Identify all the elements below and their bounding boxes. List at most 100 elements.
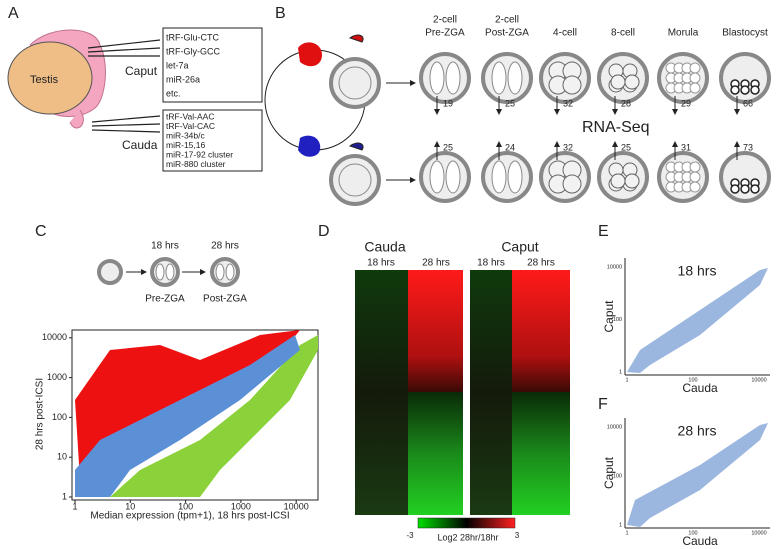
- blastomere: [429, 61, 445, 95]
- stage-label: 8-cell: [611, 28, 635, 39]
- inner-cell: [740, 85, 750, 95]
- y-tick-label: 1: [619, 522, 622, 528]
- blastomere: [689, 161, 701, 173]
- group-label: Caput: [501, 239, 538, 255]
- stage-label: 2-cell: [433, 15, 457, 26]
- y-tick-label: 100: [52, 412, 67, 422]
- blastomere: [445, 160, 461, 194]
- rna-item: etc.: [166, 88, 181, 98]
- y-tick-label: 1000: [47, 372, 67, 382]
- time-label: 18 hrs: [151, 241, 179, 252]
- y-tick-label: 100: [613, 473, 622, 479]
- stage-label: Post-ZGA: [203, 294, 247, 305]
- rna-item: miR-17-92 cluster: [166, 149, 233, 159]
- blastomere: [507, 160, 523, 194]
- scatter-c: [71, 329, 319, 501]
- count-label: 28: [621, 98, 631, 108]
- fertilization-drawing: [264, 34, 416, 206]
- organ-label: Testis: [30, 74, 59, 86]
- blastomere: [562, 75, 582, 95]
- blastomere: [491, 160, 507, 194]
- count-label: 32: [563, 142, 573, 152]
- x-tick-label: 10000: [751, 377, 766, 383]
- x-tick-label: 100: [178, 501, 193, 511]
- blastomere: [610, 74, 626, 90]
- inner-cell: [740, 184, 750, 194]
- count-label: 29: [681, 98, 691, 108]
- x-tick-label: 1000: [231, 501, 251, 511]
- blastomere: [689, 181, 701, 193]
- blastomere: [429, 160, 445, 194]
- inner-cell: [730, 85, 740, 95]
- count-label: 24: [505, 142, 515, 152]
- time-label: 18 hrs: [477, 258, 505, 269]
- panel-letter: F: [598, 396, 608, 413]
- labels: A B C D E F Testis Caput Cauda tRF-Glu-CTC tRF-Gly…: [8, 5, 768, 548]
- count-label: 25: [621, 142, 631, 152]
- inner-cell: [750, 85, 760, 95]
- x-axis-label: Cauda: [682, 534, 718, 548]
- stage-label: Pre-ZGA: [145, 294, 185, 305]
- count-label: 66: [743, 98, 753, 108]
- blastomere: [689, 62, 701, 74]
- x-tick-label: 10000: [751, 530, 766, 536]
- blastomere: [507, 61, 523, 95]
- stage-label: 4-cell: [553, 28, 577, 39]
- count-label: 25: [505, 98, 515, 108]
- rna-item: miR-15,16: [166, 140, 205, 150]
- embryo: [419, 151, 471, 203]
- region-label: Cauda: [122, 138, 158, 152]
- y-tick-label: 10: [57, 452, 67, 462]
- inner-cell: [750, 184, 760, 194]
- method-label: RNA-Seq: [582, 119, 650, 136]
- x-axis-label: Median expression (tpm+1), 18 hrs post-I…: [90, 511, 289, 522]
- x-tick-label: 1: [72, 501, 77, 511]
- panel-letter: B: [275, 5, 286, 22]
- panel-letter: D: [318, 223, 330, 240]
- rna-item: tRF-Glu-CTC: [166, 32, 219, 42]
- count-label: 31: [681, 142, 691, 152]
- panel-letter: A: [8, 5, 19, 22]
- colorbar-tick: -3: [406, 531, 414, 540]
- rna-item: tRF-Val-AAC: [166, 111, 215, 121]
- blastomere: [624, 173, 640, 189]
- stage-label: Post-ZGA: [485, 28, 529, 39]
- embryo: [539, 151, 591, 203]
- count-label: 32: [563, 98, 573, 108]
- x-tick-label: 10: [125, 501, 135, 511]
- blastomere: [562, 174, 582, 194]
- embryo: [481, 151, 533, 203]
- icsi-schematic: [97, 257, 240, 287]
- embryo-cells: [419, 52, 771, 203]
- stage-label: 2-cell: [495, 15, 519, 26]
- x-tick-label: 100: [688, 377, 697, 383]
- y-tick-label: 10000: [607, 264, 622, 270]
- y-tick-label: 100: [613, 317, 622, 323]
- panel-letter: C: [35, 223, 47, 240]
- blastomere: [610, 173, 626, 189]
- count-label: 25: [443, 142, 453, 152]
- rna-item: miR-880 cluster: [166, 159, 226, 169]
- scatter-ef: [624, 258, 770, 529]
- count-label: 19: [443, 98, 453, 108]
- y-axis-label: Caput: [602, 456, 616, 489]
- embryo: [481, 52, 533, 104]
- blastomere: [689, 82, 701, 94]
- x-tick-label: 1: [625, 530, 628, 536]
- stage-label: Morula: [668, 28, 699, 39]
- embryo: [719, 52, 771, 104]
- time-label: 28 hrs: [527, 258, 555, 269]
- x-tick-label: 10000: [284, 501, 309, 511]
- rna-item: tRF-Gly-GCC: [166, 46, 220, 56]
- colorbar-label: Log2 28hr/18hr: [437, 532, 498, 542]
- embryo: [719, 151, 771, 203]
- blastomere: [624, 74, 640, 90]
- inner-cell: [730, 184, 740, 194]
- count-label: 73: [743, 142, 753, 152]
- panel-title: 28 hrs: [678, 423, 717, 439]
- time-label: 18 hrs: [367, 258, 395, 269]
- region-label: Caput: [125, 64, 158, 78]
- y-tick-label: 10000: [607, 424, 622, 430]
- y-tick-label: 1: [62, 491, 67, 501]
